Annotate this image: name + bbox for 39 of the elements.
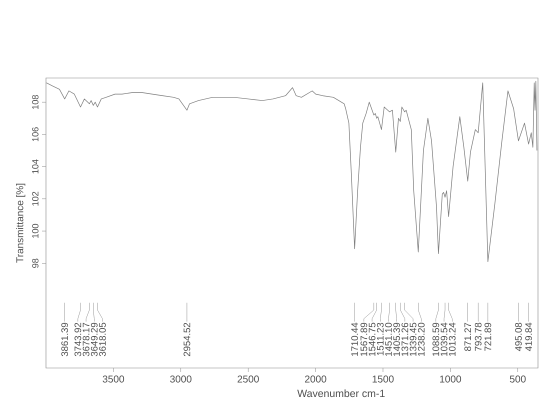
annotation: 419.84 xyxy=(525,322,532,352)
x-tick-label: 500 xyxy=(510,376,526,383)
y-tick-label: 104 xyxy=(32,159,38,174)
annotation: 1013.24 xyxy=(448,322,456,356)
line-series xyxy=(46,80,538,262)
x-axis-title: Wavenumber cm-1 xyxy=(297,389,385,398)
annotation: 1339.45 xyxy=(410,322,416,356)
annotation: 1567.89 xyxy=(360,322,368,356)
annotation: 1511.23 xyxy=(376,322,384,356)
x-tick-label: 2500 xyxy=(238,376,259,383)
x-tick-label: 3000 xyxy=(170,376,192,383)
x-tick-label: 2000 xyxy=(305,376,326,383)
y-tick-label: 100 xyxy=(32,224,38,238)
annotation: 1039.54 xyxy=(440,322,448,356)
annotation: 1238.20 xyxy=(418,322,425,356)
x-tick-label: 1500 xyxy=(372,376,394,383)
annotation: 871.27 xyxy=(464,322,472,351)
x-tick-label: 3500 xyxy=(102,376,124,383)
annotation: 3861.39 xyxy=(61,322,68,356)
x-tick-label: 1000 xyxy=(440,376,462,383)
y-axis-title: Transmittance [%] xyxy=(16,184,26,263)
annotation: 1371.26 xyxy=(402,322,408,356)
y-tick-label: 106 xyxy=(32,127,38,142)
annotation: 793.78 xyxy=(474,322,482,351)
annotation: 1546.75 xyxy=(368,322,376,356)
annotation: 3618.05 xyxy=(99,322,106,356)
annotation: 1088.59 xyxy=(432,322,440,356)
annotation: 2954.52 xyxy=(184,322,190,356)
y-tick-label: 108 xyxy=(32,95,38,109)
y-tick-label: 102 xyxy=(32,192,38,206)
annotation: 3649.29 xyxy=(90,322,98,356)
annotation: 495.08 xyxy=(515,322,522,352)
annotation: 721.89 xyxy=(484,322,492,351)
annotation: 1710.44 xyxy=(351,322,358,356)
annotation: 3678.17 xyxy=(82,322,90,356)
annotation: 1451.10 xyxy=(385,322,392,356)
annotation: 3743.92 xyxy=(74,322,82,356)
annotation: 1405.39 xyxy=(393,322,400,356)
y-tick-label: 98 xyxy=(32,258,38,268)
